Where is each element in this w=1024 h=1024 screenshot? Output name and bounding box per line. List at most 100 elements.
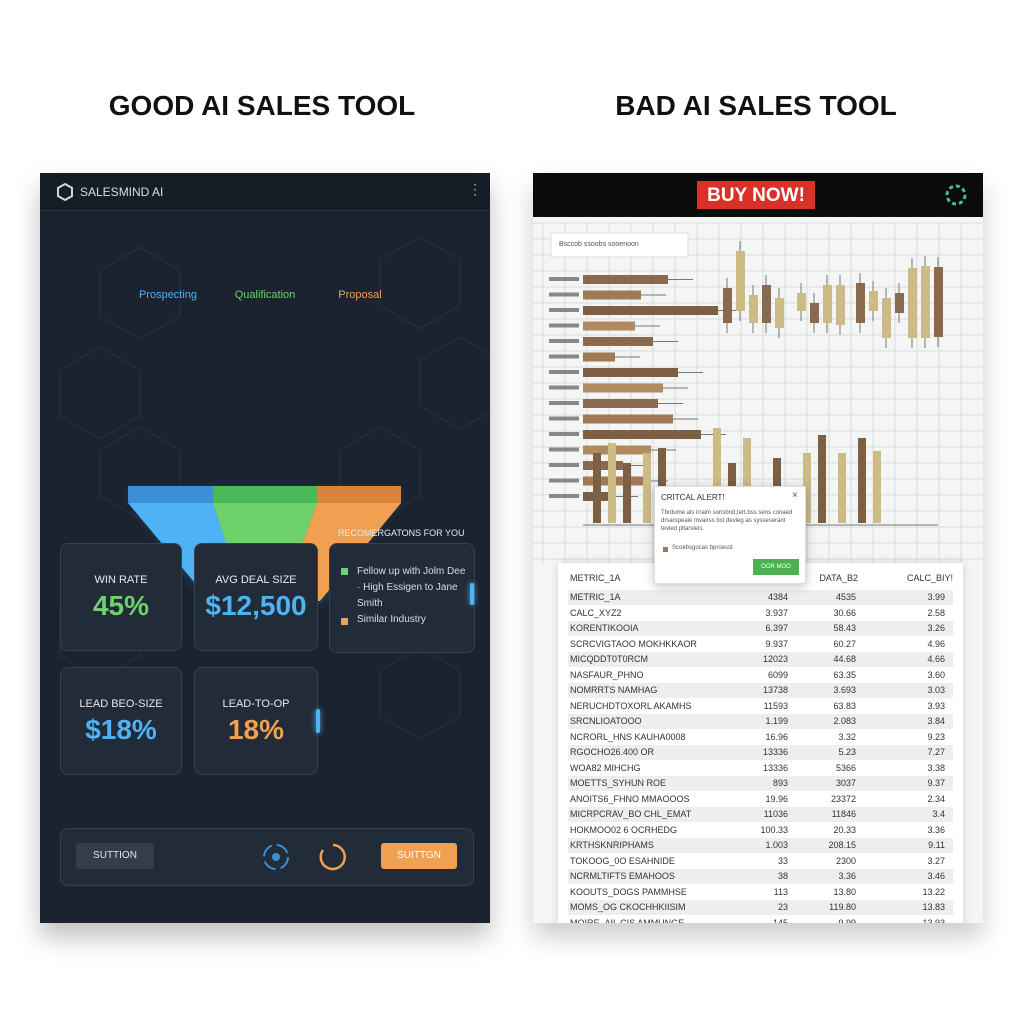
metric-label: LEAD BEO-SIZE xyxy=(79,698,163,710)
cell: TOKOOG_0O ESAHNIDE xyxy=(570,855,675,866)
metric-card: LEAD-TO-OP 18% xyxy=(194,667,318,775)
cell: SRCNLIOATOOO xyxy=(570,716,642,726)
decor-candle xyxy=(934,267,943,337)
cell: 7.27 xyxy=(927,747,945,757)
table-row: KOOUTS_DOGS PAMMHSE 113 13.80 13.22 xyxy=(568,884,953,900)
cell: 3.60 xyxy=(927,669,945,680)
decor-bar xyxy=(593,453,601,523)
placeholder-label xyxy=(549,308,579,312)
table-row: WOA82 MIHCHG 13336 5366 3.38 xyxy=(568,760,953,776)
table-row: MICRPCRAV_BO CHL_EMAT 11036 11846 3.4 xyxy=(568,807,953,822)
rec-card: Fellow up with Jolm Dee · High Essigen t… xyxy=(329,543,475,653)
cell: 13.80 xyxy=(833,886,856,897)
bad-chart xyxy=(533,173,983,563)
cell: 63.83 xyxy=(833,700,856,711)
decor-bar xyxy=(658,448,666,523)
bullet xyxy=(341,568,348,575)
decor-candle xyxy=(921,266,930,338)
metric-value: $18% xyxy=(85,714,157,745)
bullet xyxy=(663,547,668,552)
buy-now[interactable]: BUY NOW! xyxy=(707,185,805,206)
button[interactable]: OOR MOO xyxy=(753,559,799,575)
bad-app: BUY NOW! Bsccob ssoobs sooenoon METRIC_1… xyxy=(533,173,983,923)
close[interactable]: × xyxy=(792,490,798,501)
app-name: SALESMIND AI xyxy=(80,185,164,199)
cell: NERUCHDTOXORL AKAMHS xyxy=(570,700,692,711)
decor-bar xyxy=(803,453,811,523)
cell: 23 xyxy=(777,902,788,912)
alert-popup: CRITCAL ALERT! × Tbrdume als irraim sons… xyxy=(654,486,806,584)
placeholder-label xyxy=(549,370,579,374)
rec-title: RECOMERGATONS FOR YOU xyxy=(338,528,465,538)
cell: 4.66 xyxy=(927,654,945,664)
cell: 19.96 xyxy=(765,793,788,804)
cell: 60.27 xyxy=(833,638,856,649)
cell: 11036 xyxy=(763,809,788,819)
cell: 119.80 xyxy=(829,902,856,912)
table-row: KORENTIKOOIA 6.397 58.43 3.26 xyxy=(568,621,953,636)
bullet xyxy=(341,618,348,625)
cell: 13.93 xyxy=(922,917,945,924)
data-table: METRIC_1A DATA_B2 CALC_BIY! METRIC_1A 4384 45… xyxy=(558,563,963,923)
table-row: MOIRE_AIL CIS AMMUNGE 145 9.99 13.93 xyxy=(568,915,953,924)
cell: 2.58 xyxy=(927,607,945,618)
metric-label: LEAD-TO-OP xyxy=(222,698,290,710)
decor-candle xyxy=(749,295,758,323)
panel-title: GOOD AI SALES TOOL xyxy=(108,90,416,121)
placeholder-label xyxy=(549,385,579,390)
cell: 4.96 xyxy=(927,638,945,649)
cell: 3.937 xyxy=(765,607,788,618)
table-row: ANOITS6_FHNO MMAOOOS 19.96 23372 2.34 xyxy=(568,791,953,807)
placeholder-label xyxy=(549,339,579,343)
placeholder-label xyxy=(549,432,579,436)
table-row: MICQDDT0T0RCM 12023 44.68 4.66 xyxy=(568,652,953,667)
cell: 3.99 xyxy=(927,592,945,602)
metric-value: 18% xyxy=(227,714,285,745)
cell: 3.4 xyxy=(932,809,945,819)
cell: 9.37 xyxy=(927,778,945,788)
cell: 113 xyxy=(773,886,788,897)
table-row: RGOCHO26.400 OR 13336 5.23 7.27 xyxy=(568,745,953,760)
cell: 3.693 xyxy=(833,685,856,695)
action-bar: SUTTION SUITTGN xyxy=(60,828,474,886)
decor-candle xyxy=(908,268,917,338)
decor-candle xyxy=(882,298,891,338)
cell: 3.32 xyxy=(838,731,856,742)
metric-label: AVG DEAL SIZE xyxy=(215,574,297,586)
decor-candle xyxy=(823,285,832,323)
menu[interactable]: ⋮ xyxy=(468,181,482,197)
decor-bar xyxy=(818,435,826,523)
cell: 2.083 xyxy=(833,716,856,726)
cell: 6.397 xyxy=(765,623,788,633)
indicator xyxy=(316,709,320,733)
header-cell: CALC_BIY! xyxy=(906,573,953,583)
cell: MOMS_OG CKOCHHKIISIM xyxy=(570,902,686,912)
app-header xyxy=(40,173,490,211)
decor-candle xyxy=(762,285,771,323)
table-header: METRIC_1A DATA_B2 CALC_BIY! xyxy=(568,571,953,586)
placeholder-label xyxy=(549,277,579,281)
table-row: MOETTS_SYHUN ROE 893 3037 9.37 xyxy=(568,776,953,791)
table-row: NERUCHDTOXORL AKAMHS 11593 63.83 3.93 xyxy=(568,698,953,714)
status-icon xyxy=(263,844,289,870)
cell: 4535 xyxy=(835,592,856,602)
button[interactable]: SUTTION xyxy=(76,843,154,869)
cell: KORENTIKOOIA xyxy=(570,623,639,633)
table-row: HOKMOO02 6 OCRHEDG 100.33 20.33 3.36 xyxy=(568,822,953,838)
good-app: SALESMIND AI ⋮ Prospecting Qualification… xyxy=(40,173,490,923)
cell: 3.46 xyxy=(927,871,945,881)
cell: 2300 xyxy=(835,855,856,866)
cell: MOIRE_AIL CIS AMMUNGE xyxy=(570,917,685,924)
alert-item: Scoebsgocas bproesst xyxy=(672,545,733,551)
cell: SCRCVIGTAOO MOKHKKAOR xyxy=(570,638,697,649)
button[interactable]: SUITTGN xyxy=(381,843,457,869)
cell: 13336 xyxy=(762,747,788,757)
cell: 2.34 xyxy=(927,793,945,804)
cell: 3.03 xyxy=(927,685,945,695)
metric-value: 45% xyxy=(92,590,150,621)
decor-candle xyxy=(895,293,904,313)
decor-bar xyxy=(583,461,623,470)
table-row: KRTHSKNRIPHAMS 1.003 208.15 9.11 xyxy=(568,838,953,853)
cell: KOOUTS_DOGS PAMMHSE xyxy=(570,886,687,897)
